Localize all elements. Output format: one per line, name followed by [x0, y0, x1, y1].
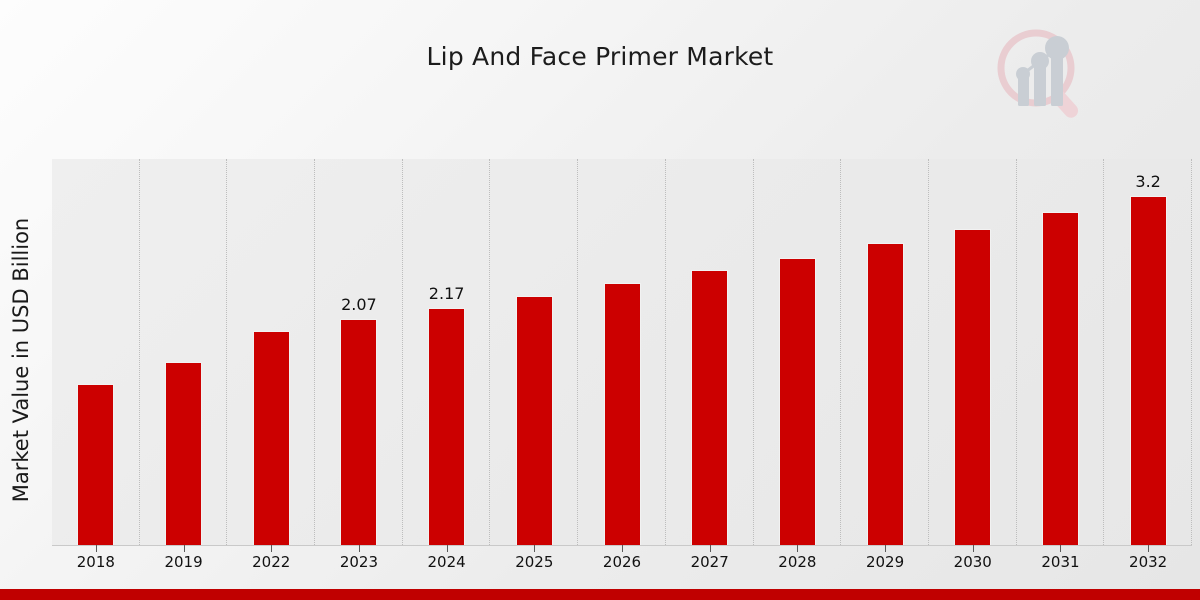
x-tick-mark — [1060, 545, 1062, 552]
gridline — [1191, 159, 1193, 545]
x-tick-label-2028: 2028 — [778, 553, 817, 571]
y-axis-title: Market Value in USD Billion — [9, 217, 33, 503]
bar-2019 — [165, 361, 203, 545]
x-tick-label-2029: 2029 — [865, 553, 905, 571]
x-tick-mark — [1148, 545, 1150, 552]
gridline — [577, 159, 579, 545]
gridline — [664, 159, 667, 545]
x-tick-label-2026: 2026 — [602, 553, 642, 571]
bar-value-label-2024: 2.17 — [428, 284, 465, 304]
gridline — [752, 159, 755, 545]
bar-value-label-2032: 3.2 — [1135, 172, 1161, 192]
x-tick-label-2023: 2023 — [339, 553, 379, 571]
bar-2027 — [691, 270, 729, 545]
bar-2026 — [603, 283, 641, 545]
bar-2023 — [340, 319, 378, 545]
gridline — [489, 159, 491, 545]
x-tick-label-2022: 2022 — [252, 553, 291, 571]
gridline — [840, 159, 842, 545]
x-tick-mark — [358, 545, 360, 552]
x-tick-label-2032: 2032 — [1129, 553, 1168, 571]
bar-value-label-2023: 2.07 — [341, 295, 377, 315]
gridline — [226, 159, 228, 545]
bar-2018 — [77, 383, 115, 545]
x-tick-mark — [622, 545, 623, 552]
bar-2028 — [778, 258, 816, 545]
bar-2029 — [866, 242, 904, 545]
gridline — [1103, 159, 1105, 545]
bar-2030 — [954, 228, 992, 545]
plot-area — [52, 159, 1192, 546]
bottom-accent-bar — [0, 589, 1200, 600]
x-tick-mark — [446, 545, 448, 552]
gridline — [927, 159, 930, 545]
x-tick-label-2027: 2027 — [690, 553, 729, 571]
x-tick-label-2019: 2019 — [164, 553, 203, 571]
x-tick-mark — [534, 545, 536, 552]
x-tick-mark — [885, 545, 887, 552]
x-tick-label-2018: 2018 — [76, 553, 115, 571]
x-tick-mark — [183, 545, 185, 552]
magnifying-glass-bar-chart-logo — [988, 22, 1094, 128]
x-tick-label-2031: 2031 — [1041, 553, 1080, 571]
bar-2032 — [1129, 196, 1167, 545]
chart-title: Lip And Face Primer Market — [426, 42, 774, 71]
x-tick-mark — [271, 545, 273, 552]
x-tick-label-2025: 2025 — [515, 553, 554, 571]
bar-2022 — [252, 331, 290, 545]
x-tick-mark — [709, 545, 711, 552]
x-tick-mark — [797, 545, 799, 552]
gridline — [1015, 159, 1018, 545]
x-tick-label-2030: 2030 — [953, 553, 992, 571]
bar-2024 — [428, 308, 466, 545]
x-tick-mark — [972, 545, 974, 552]
gridline — [138, 159, 141, 545]
bar-2031 — [1041, 212, 1079, 545]
bar-2025 — [515, 296, 553, 545]
x-tick-label-2024: 2024 — [427, 553, 466, 571]
gridline — [401, 159, 404, 545]
gridline — [314, 159, 316, 545]
x-tick-mark — [95, 545, 97, 552]
